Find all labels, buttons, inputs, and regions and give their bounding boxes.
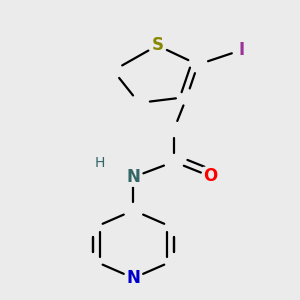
Text: N: N <box>127 168 140 186</box>
Text: I: I <box>239 41 245 59</box>
Text: N: N <box>127 269 140 287</box>
Text: S: S <box>152 37 164 55</box>
Text: H: H <box>95 156 106 170</box>
Text: H: H <box>95 156 106 170</box>
Text: O: O <box>204 167 218 185</box>
